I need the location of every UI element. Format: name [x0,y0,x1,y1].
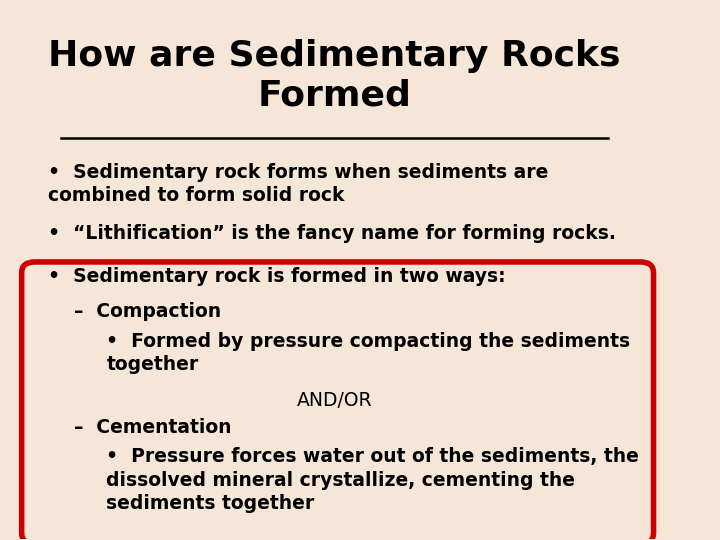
Text: –  Compaction: – Compaction [73,302,221,321]
Text: •  Sedimentary rock is formed in two ways:: • Sedimentary rock is formed in two ways… [48,267,505,286]
Text: AND/OR: AND/OR [297,391,372,410]
Text: •  “Lithification” is the fancy name for forming rocks.: • “Lithification” is the fancy name for … [48,224,616,244]
Text: •  Sedimentary rock forms when sediments are
combined to form solid rock: • Sedimentary rock forms when sediments … [48,163,548,205]
Text: •  Pressure forces water out of the sediments, the
dissolved mineral crystallize: • Pressure forces water out of the sedim… [107,447,639,514]
Text: •  Formed by pressure compacting the sediments
together: • Formed by pressure compacting the sedi… [107,332,631,374]
FancyBboxPatch shape [22,262,654,540]
Text: –  Cementation: – Cementation [73,418,231,437]
Text: How are Sedimentary Rocks
Formed: How are Sedimentary Rocks Formed [48,39,621,112]
